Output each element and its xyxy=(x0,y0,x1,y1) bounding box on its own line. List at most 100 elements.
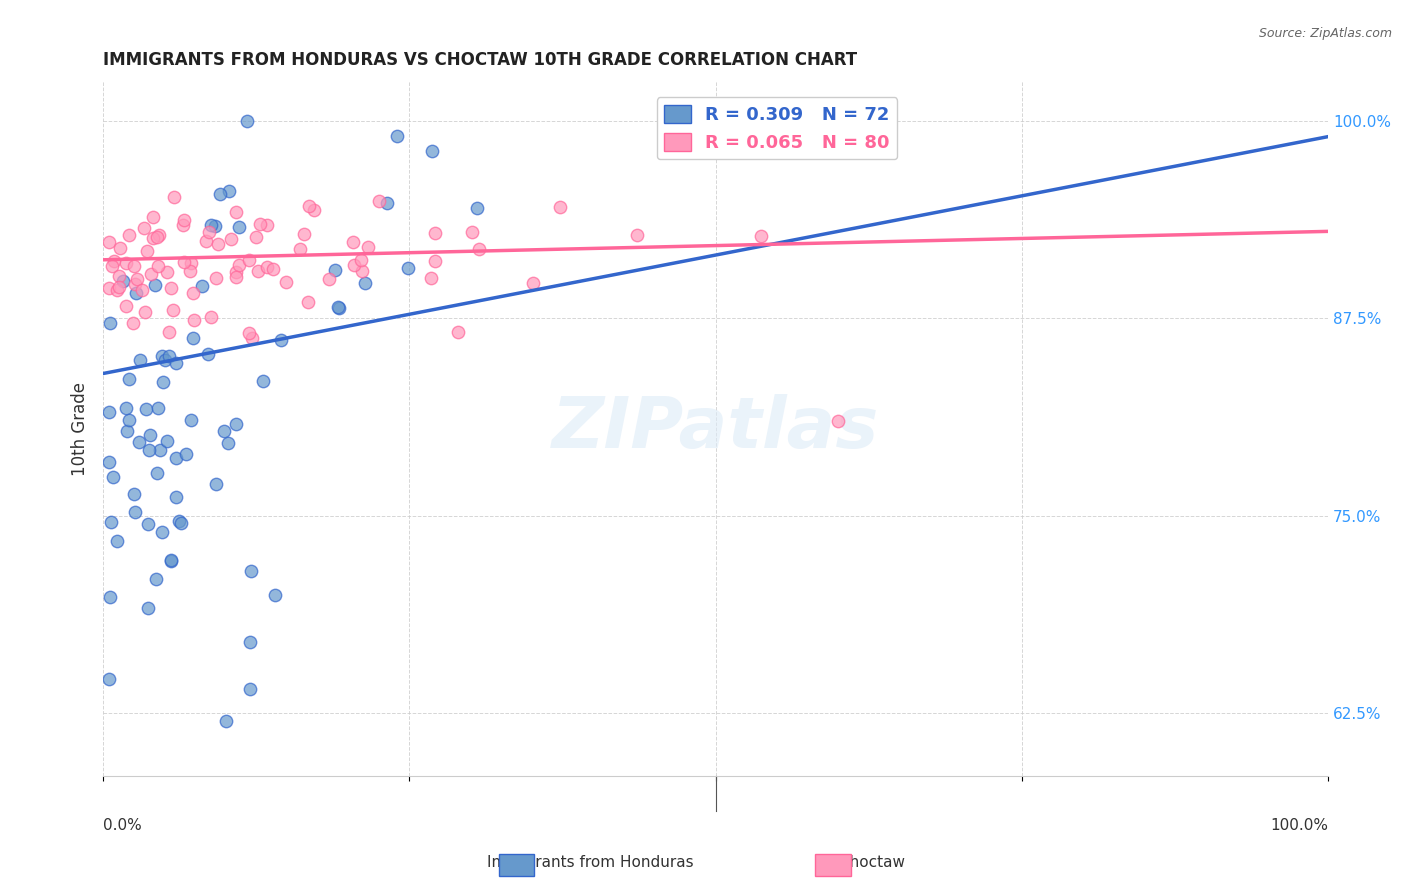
Text: 0.0%: 0.0% xyxy=(103,818,142,833)
Point xyxy=(256,219,278,233)
Point xyxy=(131,283,153,297)
Point xyxy=(111,274,134,288)
Point xyxy=(152,375,174,389)
Point xyxy=(100,591,122,605)
Point xyxy=(200,310,222,325)
Point xyxy=(157,349,180,363)
Point xyxy=(139,267,162,281)
Point xyxy=(105,283,128,297)
Point xyxy=(249,217,271,231)
Point xyxy=(105,533,128,548)
Point xyxy=(350,253,373,268)
Point xyxy=(115,424,138,438)
Point xyxy=(239,682,262,697)
Point xyxy=(419,270,441,285)
Point xyxy=(107,280,129,294)
Point xyxy=(108,241,131,255)
Point xyxy=(208,186,231,201)
Point xyxy=(118,412,141,426)
Text: 100.0%: 100.0% xyxy=(1270,818,1329,833)
Point xyxy=(165,355,187,369)
Point xyxy=(245,230,267,244)
Point xyxy=(276,275,298,289)
Point xyxy=(138,601,160,615)
Point xyxy=(298,199,321,213)
Legend: R = 0.309   N = 72, R = 0.065   N = 80: R = 0.309 N = 72, R = 0.065 N = 80 xyxy=(657,97,897,160)
Point xyxy=(225,417,247,432)
Point xyxy=(124,506,146,520)
Point xyxy=(461,226,484,240)
Point xyxy=(180,413,202,427)
Point xyxy=(240,331,263,345)
Point xyxy=(548,200,571,214)
Point xyxy=(145,572,167,586)
Point xyxy=(297,295,319,310)
Point xyxy=(122,487,145,501)
Point xyxy=(323,263,346,277)
Point xyxy=(420,144,443,158)
Point xyxy=(262,262,284,277)
Point xyxy=(115,256,138,270)
Point xyxy=(98,405,121,419)
Point xyxy=(288,243,311,257)
Point xyxy=(100,515,122,529)
Point xyxy=(165,490,187,504)
Point xyxy=(385,128,408,143)
Point xyxy=(121,317,143,331)
Point xyxy=(138,442,160,457)
Point xyxy=(132,220,155,235)
Point xyxy=(218,184,240,198)
Point xyxy=(146,401,169,415)
Point xyxy=(377,195,399,210)
Point xyxy=(160,552,183,566)
Point xyxy=(350,264,373,278)
Point xyxy=(252,375,274,389)
Point xyxy=(118,371,141,385)
Point xyxy=(98,455,121,469)
Text: IMMIGRANTS FROM HONDURAS VS CHOCTAW 10TH GRADE CORRELATION CHART: IMMIGRANTS FROM HONDURAS VS CHOCTAW 10TH… xyxy=(103,51,858,69)
Text: Source: ZipAtlas.com: Source: ZipAtlas.com xyxy=(1258,27,1392,40)
Point xyxy=(200,218,222,232)
Point xyxy=(129,352,152,367)
Point xyxy=(173,212,195,227)
Point xyxy=(396,261,419,276)
Point xyxy=(101,470,124,484)
Point xyxy=(225,265,247,279)
Point xyxy=(172,218,194,232)
Point xyxy=(224,270,246,285)
Point xyxy=(142,230,165,244)
Point xyxy=(318,272,340,286)
Y-axis label: 10th Grade: 10th Grade xyxy=(72,382,89,475)
Point xyxy=(522,276,544,290)
Point xyxy=(98,672,121,686)
Point xyxy=(228,258,250,272)
Point xyxy=(142,210,165,224)
Point xyxy=(302,203,325,218)
Point xyxy=(98,316,121,330)
Point xyxy=(228,220,250,235)
Point xyxy=(118,227,141,242)
Point xyxy=(146,229,169,244)
Point xyxy=(114,401,136,415)
Point xyxy=(127,272,149,286)
Point xyxy=(235,113,257,128)
Point xyxy=(256,260,278,275)
Point xyxy=(181,331,204,345)
Point xyxy=(156,265,179,279)
Point xyxy=(124,277,146,291)
Point xyxy=(136,516,159,531)
Point xyxy=(167,514,190,528)
Point xyxy=(146,466,169,480)
Point xyxy=(246,264,269,278)
Point xyxy=(357,240,380,254)
Point xyxy=(190,279,212,293)
Point xyxy=(163,189,186,203)
Point xyxy=(204,219,226,233)
Text: ZIPatlas: ZIPatlas xyxy=(553,394,879,463)
Point xyxy=(465,201,488,215)
Point xyxy=(115,299,138,313)
Point xyxy=(292,227,315,242)
Point xyxy=(214,714,236,728)
Point xyxy=(468,242,491,256)
Point xyxy=(153,353,176,368)
